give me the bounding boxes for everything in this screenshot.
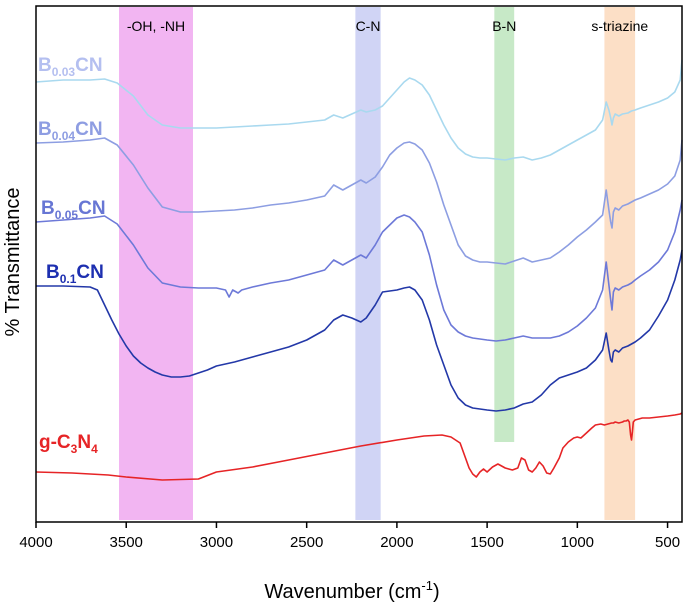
x-tick-label-2500: 2500: [290, 534, 323, 551]
series-label-b0-05cn: B0.05CN: [41, 198, 106, 222]
band-label-s-triazine: s-triazine: [591, 18, 648, 34]
series-line-b0-05cn: [35, 199, 683, 342]
x-tick-label-1500: 1500: [470, 534, 503, 551]
x-tick-label-2000: 2000: [380, 534, 413, 551]
series-label-g-c3n4: g-C3N4: [39, 432, 98, 456]
series-line-b0-03cn: [35, 59, 683, 161]
band-oh-nh: [119, 7, 193, 520]
band-labels: -OH, -NH C-N B-N s-triazine: [127, 18, 649, 34]
x-tick-label-4000: 4000: [19, 534, 52, 551]
y-axis-title: % Transmittance: [2, 188, 24, 337]
x-axis: 4000 3500 3000 2500 2000 1500 1000 500: [19, 522, 680, 551]
band-label-b-n: B-N: [492, 18, 516, 34]
x-tick-label-3500: 3500: [110, 534, 143, 551]
series-label-b0-1cn: B0.1CN: [46, 262, 104, 286]
spectrum-lines: [35, 59, 683, 481]
band-b-n: [494, 7, 515, 442]
series-line-g-c3n4: [35, 412, 683, 481]
series-line-b0-04cn: [35, 137, 683, 265]
band-c-n: [355, 7, 381, 520]
series-labels: B0.03CN B0.04CN B0.05CN B0.1CN g-C3N4: [38, 55, 106, 456]
x-axis-title: Wavenumber (cm-1): [264, 578, 439, 603]
band-label-oh-nh: -OH, -NH: [127, 18, 185, 34]
band-label-c-n: C-N: [356, 18, 381, 34]
series-line-b0-1cn: [36, 249, 683, 412]
series-label-b0-03cn: B0.03CN: [38, 55, 103, 79]
highlight-bands: [119, 7, 636, 520]
x-tick-label-1000: 1000: [561, 534, 594, 551]
series-label-b0-04cn: B0.04CN: [38, 119, 103, 143]
x-tick-label-500: 500: [655, 534, 680, 551]
plot-frame: [35, 5, 683, 523]
band-s-triazine: [604, 7, 636, 520]
x-tick-label-3000: 3000: [200, 534, 233, 551]
